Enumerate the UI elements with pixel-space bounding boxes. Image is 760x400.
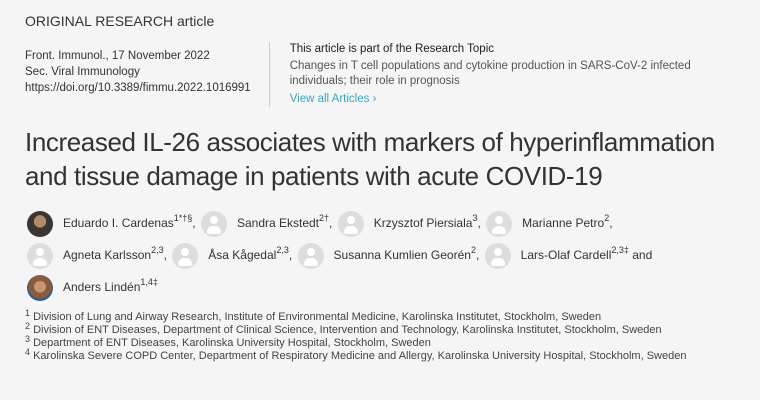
author-affiliation-marks: 2 xyxy=(604,213,610,223)
author[interactable]: Krzysztof Piersiala3, xyxy=(336,210,481,237)
affiliation-number: 3 xyxy=(25,334,31,344)
author-name[interactable]: Krzysztof Piersiala xyxy=(373,216,473,230)
author-avatar[interactable] xyxy=(27,242,53,269)
divider xyxy=(268,42,270,107)
author-affiliation-marks: 2,3 xyxy=(276,245,289,255)
author[interactable]: Anders Lindén1,4‡ xyxy=(25,274,158,301)
section: Sec. Viral Immunology xyxy=(25,66,140,78)
article-meta: Front. Immunol., 17 November 2022 Sec. V… xyxy=(25,42,251,107)
research-topic-name[interactable]: Changes in T cell populations and cytoki… xyxy=(289,60,691,87)
view-all-articles-link[interactable]: View all Articles › xyxy=(289,93,377,105)
author-affiliation-marks: 1*†§ xyxy=(173,213,193,223)
author-separator: , xyxy=(192,216,196,230)
affiliation: 1 Division of Lung and Airway Research, … xyxy=(25,308,740,324)
author-separator: , xyxy=(288,248,293,262)
author-avatar[interactable] xyxy=(27,210,53,237)
author-avatar[interactable] xyxy=(486,210,513,237)
author-affiliation-marks: 2 xyxy=(470,245,476,255)
author-separator: , xyxy=(475,248,480,262)
author-name[interactable]: Åsa Kågedal xyxy=(208,248,277,262)
author[interactable]: Sandra Ekstedt2†, xyxy=(199,210,333,237)
affiliation-text: Karolinska Severe COPD Center, Departmen… xyxy=(33,350,687,362)
author-name[interactable]: Agneta Karlsson xyxy=(63,248,152,262)
affiliation: 3 Department of ENT Diseases, Karolinska… xyxy=(25,334,740,350)
author-separator: and xyxy=(628,248,653,262)
affiliation-number: 1 xyxy=(25,308,31,318)
author-affiliation-marks: 2,3 xyxy=(151,245,164,255)
affiliation-list: 1 Division of Lung and Airway Research, … xyxy=(25,308,740,363)
author-separator: , xyxy=(329,216,333,230)
journal-date: Front. Immunol., 17 November 2022 xyxy=(25,50,210,62)
author-separator: , xyxy=(163,248,167,262)
affiliation: 4 Karolinska Severe COPD Center, Departm… xyxy=(25,347,740,363)
author-name[interactable]: Sandra Ekstedt xyxy=(236,216,320,230)
author-avatar[interactable] xyxy=(200,210,227,237)
author-list: Eduardo I. Cardenas1*†§, Sandra Ekstedt2… xyxy=(25,207,740,303)
article-title: Increased IL-26 associates with markers … xyxy=(25,127,715,191)
affiliation-text: Division of Lung and Airway Research, In… xyxy=(33,311,602,323)
author-avatar[interactable] xyxy=(27,274,53,301)
author[interactable]: Eduardo I. Cardenas1*†§, xyxy=(25,210,196,237)
author-affiliation-marks: 1,4‡ xyxy=(140,277,158,287)
author-separator: , xyxy=(609,216,613,230)
author[interactable]: Åsa Kågedal2,3, xyxy=(170,242,293,269)
doi-link[interactable]: https://doi.org/10.3389/fimmu.2022.10169… xyxy=(25,82,251,94)
author-name[interactable]: Anders Lindén xyxy=(63,280,141,294)
affiliation: 2 Division of ENT Diseases, Department o… xyxy=(25,321,740,337)
author-name[interactable]: Susanna Kumlien Georén xyxy=(333,248,471,262)
author-affiliation-marks: 3 xyxy=(472,213,478,223)
research-topic: This article is part of the Research Top… xyxy=(290,42,740,107)
author-avatar[interactable] xyxy=(484,242,511,269)
author[interactable]: Susanna Kumlien Georén2, xyxy=(296,242,480,269)
author-name[interactable]: Marianne Petro xyxy=(522,216,605,230)
author-name[interactable]: Lars-Olaf Cardell xyxy=(520,248,612,262)
article-type: ORIGINAL RESEARCH article xyxy=(25,13,215,29)
affiliation-text: Division of ENT Diseases, Department of … xyxy=(33,324,662,336)
author-avatar[interactable] xyxy=(297,242,324,269)
author-affiliation-marks: 2,3‡ xyxy=(611,245,629,255)
article-header: ORIGINAL RESEARCH article Front. Immunol… xyxy=(25,13,740,363)
author[interactable]: Agneta Karlsson2,3, xyxy=(25,242,167,269)
author-avatar[interactable] xyxy=(172,242,199,269)
research-topic-lead: This article is part of the Research Top… xyxy=(289,43,495,55)
author-name[interactable]: Eduardo I. Cardenas xyxy=(63,216,174,230)
affiliation-text: Department of ENT Diseases, Karolinska U… xyxy=(33,337,431,349)
header-row: Front. Immunol., 17 November 2022 Sec. V… xyxy=(25,42,740,107)
affiliation-number: 2 xyxy=(25,321,31,331)
author[interactable]: Marianne Petro2, xyxy=(484,210,613,237)
author-separator: , xyxy=(477,216,481,230)
author-avatar[interactable] xyxy=(337,210,364,237)
author-affiliation-marks: 2† xyxy=(319,213,330,223)
author[interactable]: Lars-Olaf Cardell2,3‡ and xyxy=(483,242,653,269)
affiliation-number: 4 xyxy=(25,347,31,357)
